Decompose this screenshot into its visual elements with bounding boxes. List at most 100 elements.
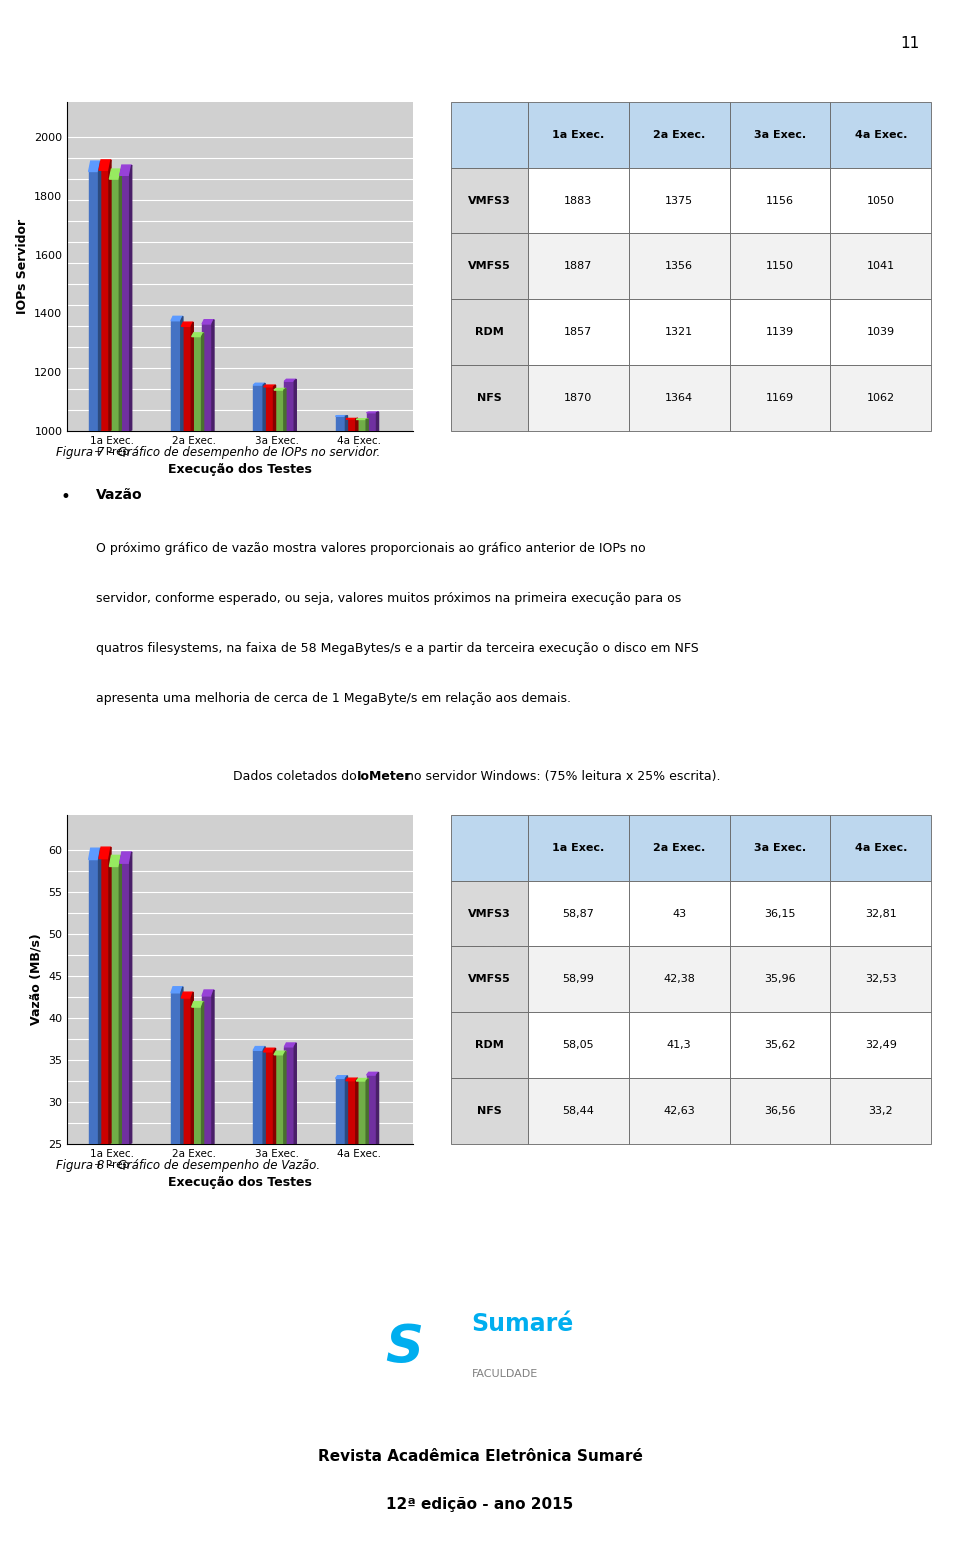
Polygon shape [202,1001,204,1144]
Text: 3a Exec.: 3a Exec. [754,130,806,139]
Polygon shape [191,323,193,431]
Text: 43: 43 [672,909,686,918]
Text: 1039: 1039 [867,328,895,337]
FancyBboxPatch shape [629,1078,730,1144]
Text: 1375: 1375 [665,196,693,205]
FancyBboxPatch shape [629,365,730,431]
Bar [346,1081,356,1144]
FancyBboxPatch shape [830,168,931,233]
FancyBboxPatch shape [629,299,730,365]
Polygon shape [264,1048,276,1051]
Polygon shape [181,992,193,998]
Text: 41,3: 41,3 [667,1040,691,1050]
Text: 4a Exec.: 4a Exec. [854,130,907,139]
Bar [253,385,263,431]
Polygon shape [180,987,183,1144]
Bar [192,337,202,431]
Bar [171,321,180,431]
FancyBboxPatch shape [629,946,730,1012]
Polygon shape [202,320,214,324]
Text: 58,87: 58,87 [563,909,594,918]
FancyBboxPatch shape [528,1078,629,1144]
Text: 1a Exec.: 1a Exec. [552,130,605,139]
Polygon shape [119,169,121,431]
Text: servidor, conforme esperado, ou seja, valores muitos próximos na primeira execuç: servidor, conforme esperado, ou seja, va… [96,592,681,605]
Text: Dados coletados do: Dados coletados do [233,771,361,784]
FancyBboxPatch shape [830,1078,931,1144]
Text: no servidor Windows: (75% leitura x 25% escrita).: no servidor Windows: (75% leitura x 25% … [402,771,721,784]
FancyBboxPatch shape [730,946,830,1012]
Polygon shape [263,384,265,431]
Polygon shape [181,323,193,326]
FancyBboxPatch shape [451,168,528,233]
Text: 32,49: 32,49 [865,1040,897,1050]
Polygon shape [202,332,204,431]
Polygon shape [130,165,132,431]
Text: IoMeter: IoMeter [356,771,411,784]
Bar [274,1055,284,1144]
Polygon shape [171,317,183,321]
Text: 36,56: 36,56 [764,1106,796,1116]
Polygon shape [253,1047,265,1050]
FancyBboxPatch shape [451,1078,528,1144]
Bar [109,179,119,431]
Text: 58,05: 58,05 [563,1040,594,1050]
Bar [264,387,274,431]
Text: 58,44: 58,44 [563,1106,594,1116]
Polygon shape [284,1051,286,1144]
FancyBboxPatch shape [730,881,830,946]
X-axis label: Execução dos Testes: Execução dos Testes [168,462,312,476]
Text: 1156: 1156 [766,196,794,205]
Bar [367,412,376,431]
Polygon shape [99,161,101,431]
Polygon shape [191,992,193,1144]
Text: 36,15: 36,15 [764,909,796,918]
Text: 42,63: 42,63 [663,1106,695,1116]
Polygon shape [356,1078,369,1081]
Polygon shape [263,1047,265,1144]
FancyBboxPatch shape [528,1012,629,1078]
FancyBboxPatch shape [830,299,931,365]
FancyBboxPatch shape [629,168,730,233]
FancyBboxPatch shape [451,102,528,168]
Bar [253,1050,263,1144]
Polygon shape [346,415,348,431]
Text: VMFS5: VMFS5 [468,975,511,984]
Polygon shape [294,1044,297,1144]
Polygon shape [171,987,183,993]
Legend: VMF
S3, VMF
S5, RDM, NFS: VMF S3, VMF S5, RDM, NFS [468,190,518,274]
FancyBboxPatch shape [528,815,629,881]
Bar [88,171,99,431]
Polygon shape [346,1078,358,1081]
Text: 1356: 1356 [665,262,693,271]
FancyBboxPatch shape [730,299,830,365]
Text: apresenta uma melhoria de cerca de 1 MegaByte/s em relação aos demais.: apresenta uma melhoria de cerca de 1 Meg… [96,691,571,705]
Polygon shape [274,389,286,390]
FancyBboxPatch shape [451,299,528,365]
FancyBboxPatch shape [451,946,528,1012]
Polygon shape [346,1075,348,1144]
FancyBboxPatch shape [528,365,629,431]
FancyBboxPatch shape [451,881,528,946]
Text: 1150: 1150 [766,262,794,271]
Text: 32,53: 32,53 [865,975,897,984]
Bar [274,390,284,431]
Text: 1870: 1870 [564,393,592,403]
Polygon shape [253,384,265,385]
Polygon shape [376,412,378,431]
Bar [171,993,180,1144]
Text: 1062: 1062 [867,393,895,403]
Text: Figura 7 – Gráfico de desempenho de IOPs no servidor.: Figura 7 – Gráfico de desempenho de IOPs… [56,447,380,459]
FancyBboxPatch shape [528,299,629,365]
Text: 1050: 1050 [867,196,895,205]
Text: 3a Exec.: 3a Exec. [754,843,806,852]
FancyBboxPatch shape [830,815,931,881]
Text: Sumaré: Sumaré [471,1312,574,1337]
Bar [336,1078,346,1144]
Polygon shape [356,418,358,431]
Bar [99,171,108,431]
Bar [109,867,119,1144]
Y-axis label: IOPs Servidor: IOPs Servidor [15,219,29,313]
FancyBboxPatch shape [830,1012,931,1078]
Text: 2a Exec.: 2a Exec. [653,130,706,139]
